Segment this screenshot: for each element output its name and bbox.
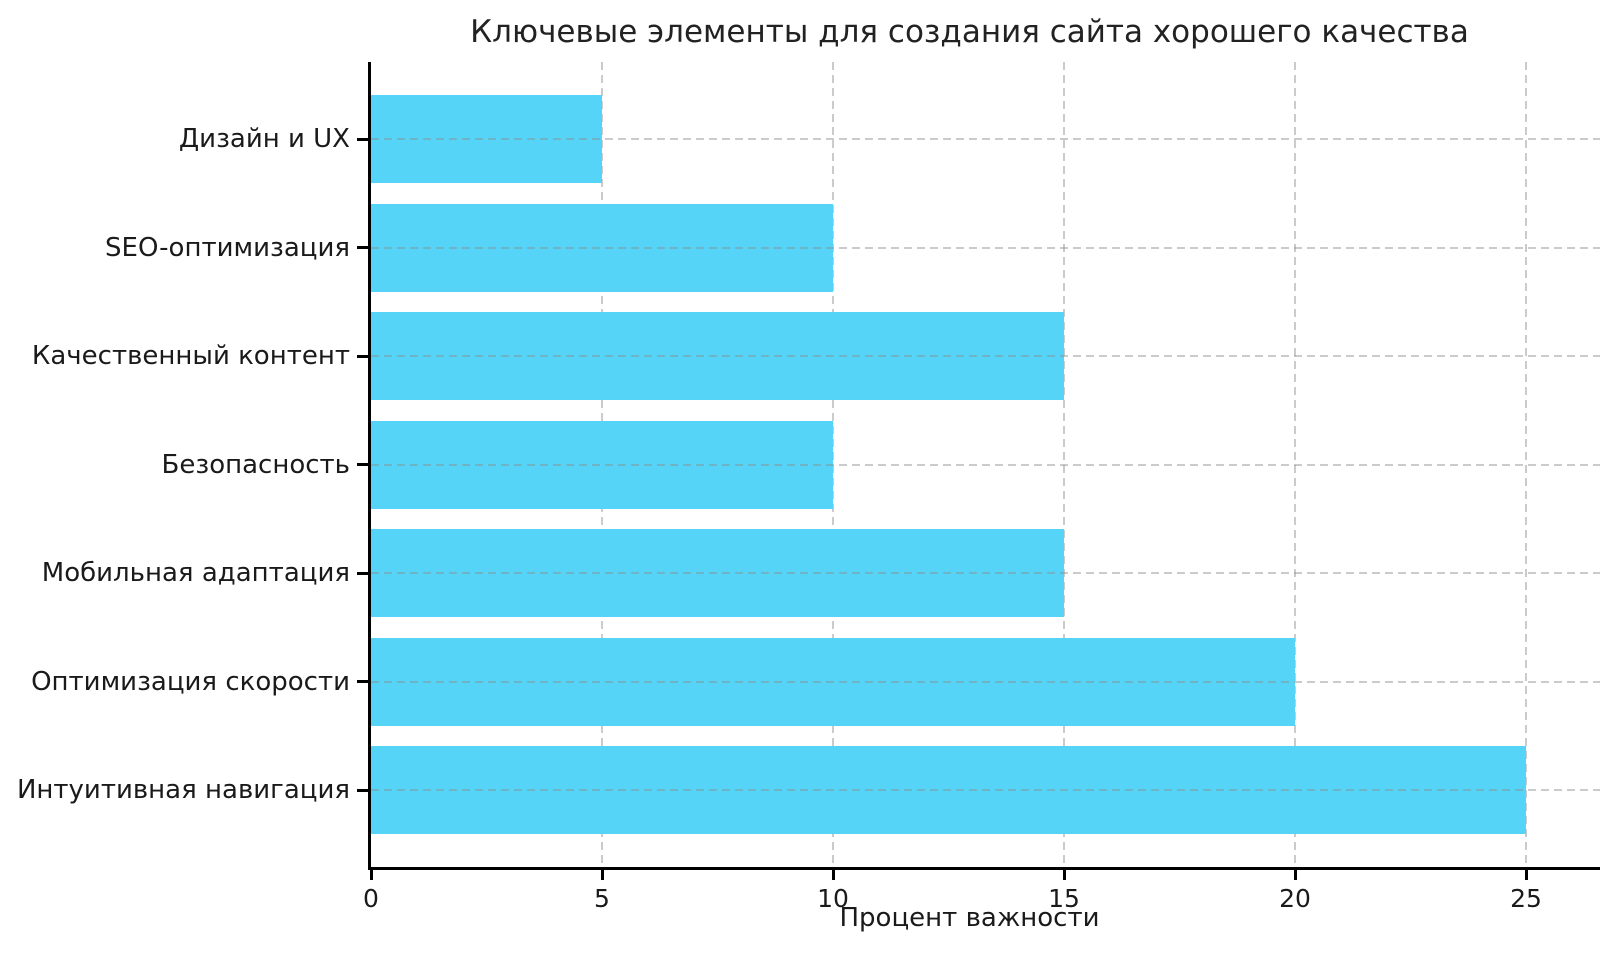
x-gridline [832, 62, 835, 867]
bar [371, 637, 1296, 726]
x-gridline [1063, 62, 1066, 867]
bar [371, 529, 1065, 617]
x-axis-spine [368, 867, 1600, 870]
y-tick-mark [357, 137, 368, 141]
y-gridline [371, 680, 1600, 683]
y-tick-mark [357, 246, 368, 249]
x-tick-mark [1062, 870, 1066, 880]
bar [371, 312, 1065, 400]
y-tick-label: Безопасность [161, 449, 350, 480]
chart-title: Ключевые элементы для создания сайта хор… [470, 14, 1469, 50]
bar [371, 420, 834, 509]
y-axis-spine [368, 62, 371, 870]
plot-area: 0 5 10 15 20 25 Дизайн и UX SEO-оптимизация Каче… [17, 62, 1600, 913]
y-tick-mark [357, 463, 368, 466]
y-gridline [371, 246, 1600, 249]
y-tick-label: Оптимизация скорости [31, 666, 350, 697]
y-tick-label: Интуитивная навигация [16, 775, 350, 805]
x-tick-label: 10 [817, 884, 849, 913]
y-tick-label: Качественный контент [31, 341, 350, 371]
x-tick-mark [1293, 870, 1297, 880]
x-tick-mark [369, 870, 373, 880]
x-gridline [1294, 62, 1297, 867]
y-gridline [371, 138, 1600, 140]
y-tick-mark [357, 680, 368, 683]
x-tick-mark [1524, 870, 1528, 880]
x-tick-label: 5 [594, 884, 610, 913]
y-gridline [371, 463, 1600, 466]
y-tick-label: Дизайн и UX [178, 124, 350, 154]
y-tick-mark [357, 354, 368, 358]
y-gridline [371, 355, 1600, 357]
y-tick-label: Мобильная адаптация [41, 558, 350, 588]
y-gridline [371, 789, 1600, 791]
x-tick-mark [600, 870, 604, 880]
y-gridline [371, 572, 1600, 574]
y-tick-label: SEO-оптимизация [105, 232, 350, 263]
x-tick-label: 0 [363, 884, 379, 913]
bar [371, 95, 602, 183]
y-tick-mark [357, 571, 368, 575]
x-tick-label: 25 [1510, 884, 1542, 913]
x-tick-label: 15 [1048, 884, 1080, 913]
bar [371, 203, 834, 292]
x-axis-title: Процент важности [839, 903, 1100, 933]
x-tick-mark [831, 870, 835, 880]
x-gridline [1525, 62, 1528, 867]
y-tick-mark [357, 788, 368, 792]
bar [371, 746, 1527, 834]
x-tick-label: 20 [1279, 884, 1311, 913]
